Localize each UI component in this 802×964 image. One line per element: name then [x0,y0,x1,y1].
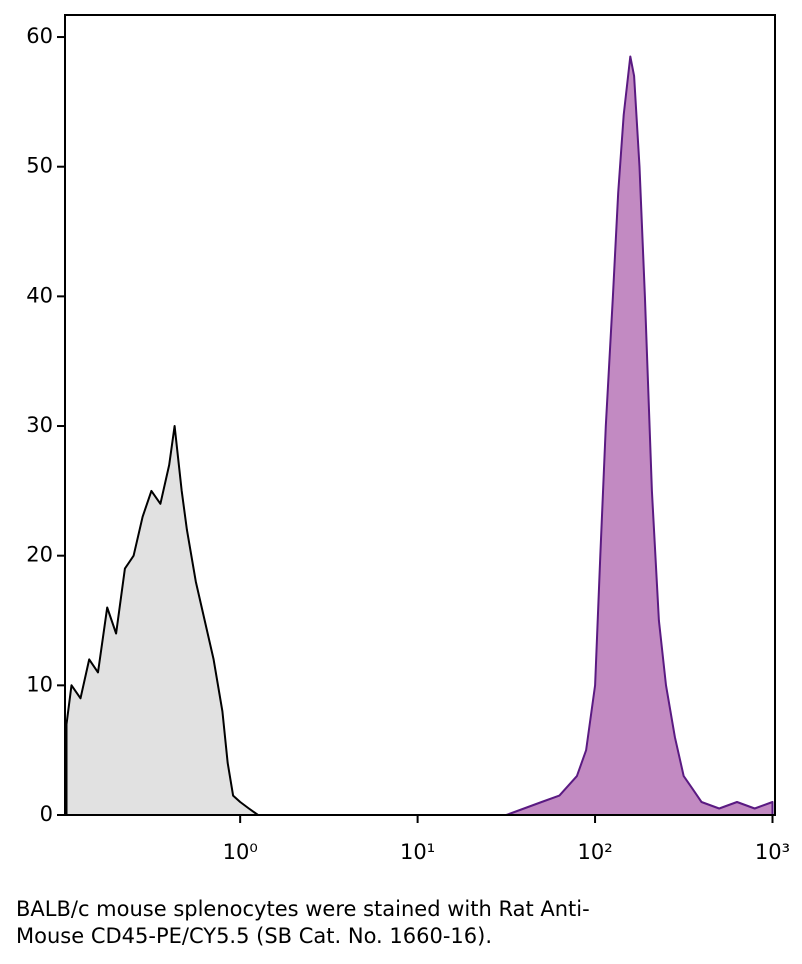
y-tick-label: 30 [26,413,53,437]
plot-frame [64,14,776,816]
y-tick-label: 20 [26,543,53,567]
x-tick-label: 10¹ [400,840,435,864]
caption-line: BALB/c mouse splenocytes were stained wi… [16,897,590,921]
y-tick-label: 0 [40,802,53,826]
y-tick-label: 40 [26,283,53,307]
x-tick-label: 10³ [755,840,790,864]
histogram-area [505,55,774,816]
chart: 0 10 20 30 40 50 60 10⁰ 10¹ 10² 10³ [26,14,790,864]
y-tick-label: 60 [26,24,53,48]
x-tick-label: 10⁰ [223,840,258,864]
y-tick-label: 10 [26,672,53,696]
caption: BALB/c mouse splenocytes were stained wi… [16,896,590,950]
histogram-area [65,425,273,816]
y-tick-label: 50 [26,154,53,178]
x-tick-label: 10² [577,840,612,864]
caption-line: Mouse CD45-PE/CY5.5 (SB Cat. No. 1660-16… [16,924,493,948]
